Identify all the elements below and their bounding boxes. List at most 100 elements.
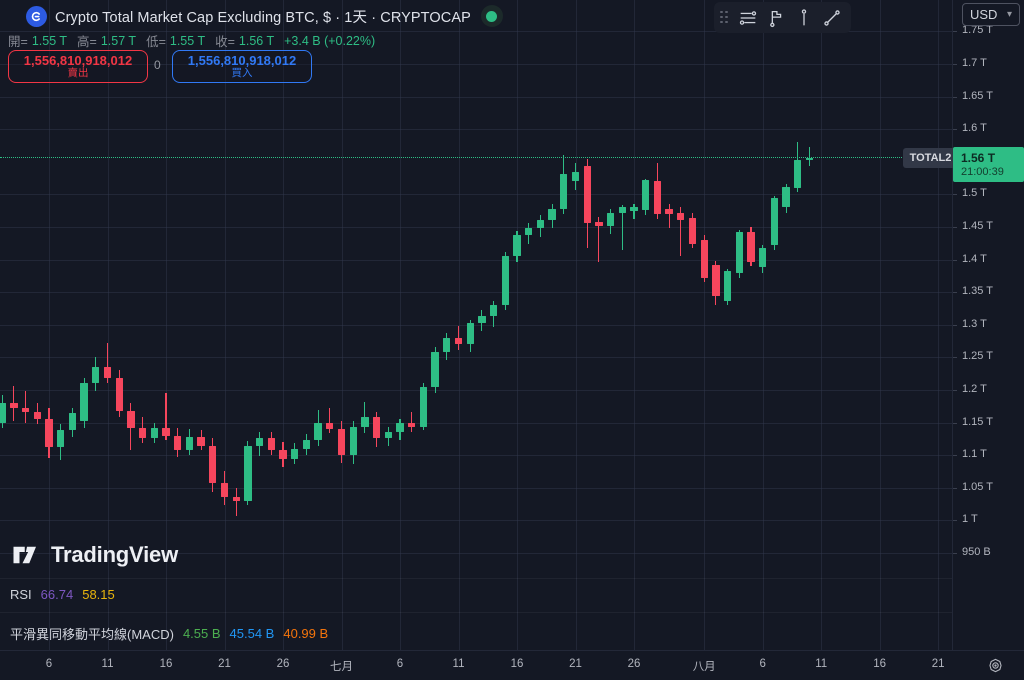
- high-value: 1.57 T: [100, 33, 137, 48]
- candle-wick: [633, 203, 635, 220]
- candle: [536, 220, 545, 229]
- vertical-line-tool-icon[interactable]: [791, 4, 817, 31]
- price-axis-tick: [953, 455, 957, 457]
- flag-price-note-tool-icon[interactable]: [763, 4, 789, 31]
- sell-label: 賣出: [67, 66, 89, 79]
- gridline: [879, 0, 881, 650]
- price-axis-label: 1.75 T: [962, 24, 993, 37]
- gridline: [0, 31, 952, 33]
- buy-button[interactable]: 1,556,810,918,012 買入: [172, 50, 312, 83]
- macd-value-1: 45.54 B: [229, 626, 275, 641]
- candle-wick: [165, 392, 167, 440]
- price-axis-tick: [953, 487, 957, 489]
- price-axis-tick: [953, 520, 957, 522]
- pane-separator[interactable]: [0, 612, 952, 613]
- price-axis-tick: [953, 31, 957, 33]
- candle: [326, 422, 334, 430]
- gridline: [0, 390, 952, 391]
- toolbar-drag-handle-icon[interactable]: [720, 10, 729, 25]
- horizontal-lines-tool-icon[interactable]: [735, 4, 761, 31]
- close-label: 收=: [215, 35, 235, 49]
- sell-button[interactable]: 1,556,810,918,012 賣出: [8, 50, 148, 83]
- candle: [150, 427, 158, 439]
- candle: [454, 337, 463, 345]
- candle: [759, 247, 767, 268]
- price-axis-label: 1.3 T: [962, 317, 987, 330]
- symbol-title[interactable]: Crypto Total Market Cap Excluding BTC, $…: [55, 9, 471, 26]
- market-status-button[interactable]: [480, 5, 503, 27]
- macd-values: 4.55 B 45.54 B 40.99 B: [183, 626, 328, 641]
- candle-wick: [235, 487, 237, 517]
- candle: [665, 208, 673, 214]
- gridline: [704, 0, 706, 650]
- time-axis-settings-button[interactable]: [982, 653, 1008, 677]
- currency-selector[interactable]: USD ▾: [962, 3, 1020, 26]
- candle-wick: [680, 207, 682, 256]
- gridline: [938, 0, 940, 650]
- candle: [560, 173, 568, 209]
- candle: [782, 186, 790, 208]
- time-axis-label: 11: [815, 658, 828, 670]
- pane-separator[interactable]: [0, 578, 952, 579]
- candle: [735, 232, 743, 273]
- gridline: [341, 0, 343, 650]
- macd-value-0: 4.55 B: [182, 626, 221, 641]
- candle: [794, 160, 802, 188]
- candle-wick: [329, 408, 331, 434]
- candle: [162, 427, 170, 436]
- rsi-legend[interactable]: RSI 66.74 58.15: [10, 587, 115, 602]
- candle: [513, 234, 521, 256]
- price-axis-label: 1.2 T: [962, 383, 987, 395]
- macd-label: 平滑異同移動平均線(MACD): [10, 627, 174, 642]
- candle: [677, 212, 685, 221]
- symbol-price-line-label[interactable]: TOTAL2: [903, 147, 958, 168]
- gridline: [283, 0, 284, 650]
- price-axis-label: 1.1 T: [962, 448, 987, 461]
- candle: [419, 387, 428, 427]
- gridline: [0, 324, 952, 326]
- candle: [291, 448, 299, 460]
- price-axis-tick: [953, 194, 957, 196]
- gridline: [400, 0, 401, 650]
- candle-wick: [106, 343, 109, 384]
- candle: [489, 305, 498, 316]
- candle: [45, 418, 53, 448]
- price-axis-label: 1 T: [962, 513, 978, 526]
- gridline: [517, 0, 518, 650]
- time-axis-label: 16: [510, 658, 524, 670]
- candle-wick: [621, 204, 623, 251]
- time-axis-label: 6: [45, 658, 53, 670]
- candle: [57, 430, 65, 448]
- candle: [197, 436, 205, 447]
- gridline: [166, 0, 167, 650]
- candle: [21, 408, 30, 413]
- time-axis[interactable]: 6 11 16 21 26 七月 6 11 16 21 26 八月 6 11 16 21: [0, 650, 1024, 680]
- sell-price: 1,556,810,918,012: [23, 52, 133, 68]
- price-axis[interactable]: 1.75 T 1.7 T 1.65 T 1.6 T 1.5 T 1.45 T 1.4 T 1.…: [952, 0, 1024, 650]
- chart-legend-header: Crypto Total Market Cap Excluding BTC, $…: [26, 4, 503, 28]
- candle: [10, 403, 18, 409]
- candle: [548, 208, 556, 221]
- close-value: 1.56 T: [238, 33, 275, 48]
- candle: [174, 435, 182, 450]
- macd-legend[interactable]: 平滑異同移動平均線(MACD) 4.55 B 45.54 B 40.99 B: [10, 624, 328, 643]
- candle: [525, 228, 533, 235]
- trend-line-tool-icon[interactable]: [819, 4, 845, 31]
- price-axis-label: 1.45 T: [962, 220, 993, 232]
- candle: [688, 217, 697, 244]
- gridline: [0, 292, 952, 294]
- rsi-values: 66.74 58.15: [41, 587, 115, 602]
- candle: [115, 378, 123, 411]
- gridline: [634, 0, 635, 650]
- drawing-toolbar: [714, 2, 851, 33]
- candle: [185, 436, 194, 450]
- gridline: [0, 553, 952, 554]
- candle: [232, 496, 240, 501]
- time-axis-label: 16: [873, 658, 887, 670]
- candle: [92, 366, 100, 384]
- low-value: 1.55 T: [169, 33, 206, 48]
- currency-value: USD: [970, 7, 998, 22]
- high-label: 高=: [77, 35, 97, 49]
- open-label: 開=: [8, 35, 28, 49]
- candle: [747, 232, 755, 263]
